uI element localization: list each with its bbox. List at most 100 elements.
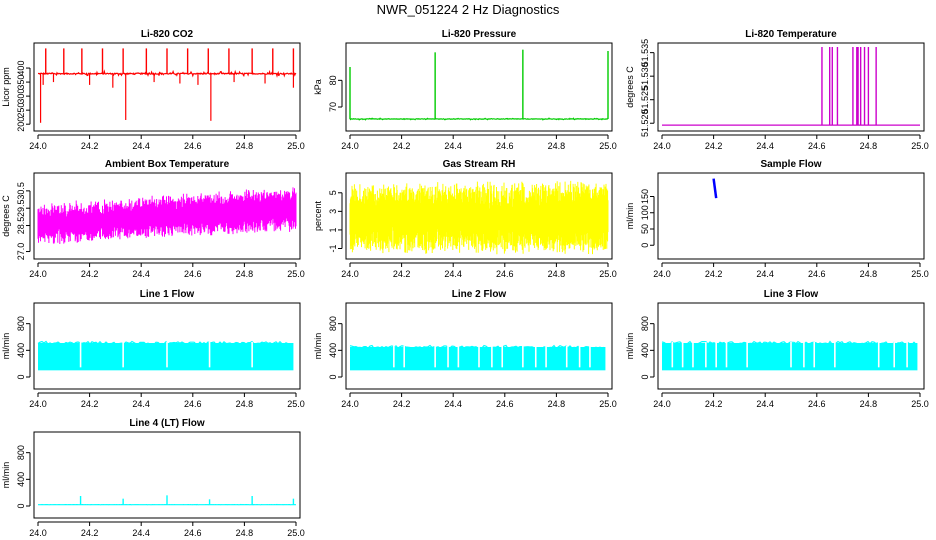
y-tick-label: 200 [16, 117, 26, 132]
x-tick-label: 24.2 [81, 399, 99, 409]
series-line [349, 117, 609, 121]
y-tick-label: 0 [16, 374, 26, 379]
y-tick-label: 50 [640, 224, 650, 234]
panel-title: Line 2 Flow [452, 289, 507, 300]
panel-6: Sample Flow 24.0 24.2 24.4 24.6 24.8 25.0 0 50 10… [625, 159, 929, 279]
x-tick-label: 24.0 [29, 399, 47, 409]
x-tick-label: 24.2 [393, 269, 411, 279]
y-tick-label: 800 [16, 316, 26, 331]
y-tick-label: 150 [640, 189, 650, 204]
panel-8: Line 2 Flow 24.0 24.2 24.4 24.6 24.8 25.0 0 400 8… [313, 289, 617, 409]
x-tick-label: 24.4 [756, 399, 774, 409]
y-tick-label: 5 [328, 190, 338, 195]
plot-frame [33, 42, 301, 132]
x-tick-label: 24.2 [705, 269, 723, 279]
x-tick-label: 24.6 [184, 269, 202, 279]
x-tick-label: 25.0 [911, 399, 929, 409]
plot-frame [33, 431, 301, 519]
y-tick-label: 400 [640, 343, 650, 358]
x-tick-label: 24.4 [132, 141, 150, 151]
y-tick-label: 51.530 [640, 62, 650, 90]
flow-band [350, 347, 606, 371]
x-tick-label: 24.4 [444, 399, 462, 409]
x-tick-label: 24.6 [808, 141, 826, 151]
y-tick-label: 100 [640, 205, 650, 220]
panel-9: Line 3 Flow 24.0 24.2 24.4 24.6 24.8 25.0 0 400 8… [625, 289, 929, 409]
plot-frame [657, 302, 925, 390]
x-tick-label: 25.0 [599, 399, 617, 409]
x-tick-label: 24.8 [860, 399, 878, 409]
panel-7: Line 1 Flow 24.0 24.2 24.4 24.6 24.8 25.0 0 400 8… [1, 289, 305, 409]
y-tick-label: 1 [328, 227, 338, 232]
y-tick-label: 350 [16, 75, 26, 90]
y-tick-label: 30.5 [16, 182, 26, 200]
x-tick-label: 24.2 [81, 269, 99, 279]
series-band [37, 187, 297, 244]
x-tick-label: 24.0 [29, 269, 47, 279]
x-tick-label: 24.0 [341, 399, 359, 409]
y-tick-label: -1 [328, 244, 338, 252]
y-tick-label: 0 [16, 503, 26, 508]
x-tick-label: 24.6 [184, 141, 202, 151]
figure-title: NWR_051224 2 Hz Diagnostics [377, 2, 560, 17]
x-tick-label: 24.4 [132, 399, 150, 409]
plot-frame [657, 42, 925, 132]
x-tick-label: 24.0 [341, 269, 359, 279]
plot-frame [33, 172, 301, 260]
x-tick-label: 24.0 [341, 141, 359, 151]
flow-band [38, 343, 294, 371]
panel-title: Li-820 Temperature [745, 29, 837, 40]
y-axis-label: ml/min [625, 333, 635, 360]
x-tick-label: 25.0 [287, 269, 305, 279]
y-axis-label: kPa [313, 79, 323, 95]
y-tick-label: 0 [328, 374, 338, 379]
x-tick-label: 24.8 [236, 269, 254, 279]
panel-title: Line 3 Flow [764, 289, 819, 300]
y-tick-label: 29.5 [16, 199, 26, 217]
x-tick-label: 24.2 [705, 141, 723, 151]
x-tick-label: 24.4 [132, 528, 150, 538]
y-tick-label: 0 [640, 374, 650, 379]
series-segment [712, 178, 718, 199]
x-tick-label: 24.8 [548, 141, 566, 151]
x-tick-label: 25.0 [911, 269, 929, 279]
y-axis-label: ml/min [313, 333, 323, 360]
x-tick-label: 24.0 [653, 399, 671, 409]
panel-10: Line 4 (LT) Flow 24.0 24.2 24.4 24.6 24.8 25.0… [1, 418, 305, 538]
panel-1: Li-820 CO2 24.0 24.2 24.4 24.6 24.8 25.0 200250… [1, 29, 305, 151]
y-tick-label: 51.525 [640, 86, 650, 114]
y-tick-label: 51.535 [640, 39, 650, 67]
plot-frame [345, 302, 613, 390]
y-tick-label: 800 [640, 316, 650, 331]
y-tick-label: 27.0 [16, 243, 26, 261]
x-tick-label: 25.0 [911, 141, 929, 151]
y-tick-label: 800 [16, 445, 26, 460]
y-tick-label: 400 [16, 343, 26, 358]
x-tick-label: 24.8 [860, 141, 878, 151]
x-tick-label: 24.0 [653, 269, 671, 279]
y-axis-label: ml/min [625, 203, 635, 230]
x-tick-label: 24.0 [29, 141, 47, 151]
x-tick-label: 24.8 [236, 141, 254, 151]
x-tick-label: 24.2 [393, 399, 411, 409]
y-tick-label: 400 [16, 472, 26, 487]
y-tick-label: 0 [640, 243, 650, 248]
y-tick-label: 3 [328, 209, 338, 214]
x-tick-label: 24.4 [444, 269, 462, 279]
y-tick-label: 28.5 [16, 217, 26, 235]
x-tick-label: 24.4 [132, 269, 150, 279]
x-tick-label: 24.6 [808, 399, 826, 409]
y-axis-label: degrees C [1, 195, 11, 237]
panel-title: Gas Stream RH [443, 159, 516, 170]
panel-title: Ambient Box Temperature [105, 159, 230, 170]
panel-title: Line 4 (LT) Flow [129, 418, 205, 429]
y-axis-label: ml/min [1, 462, 11, 489]
panel-title: Sample Flow [760, 159, 821, 170]
x-tick-label: 24.8 [236, 399, 254, 409]
y-tick-label: 250 [16, 103, 26, 118]
x-tick-label: 24.0 [29, 528, 47, 538]
x-tick-label: 24.6 [808, 269, 826, 279]
panel-3: Li-820 Temperature 24.0 24.2 24.4 24.6 24.8 25… [625, 29, 929, 151]
x-tick-label: 25.0 [599, 269, 617, 279]
